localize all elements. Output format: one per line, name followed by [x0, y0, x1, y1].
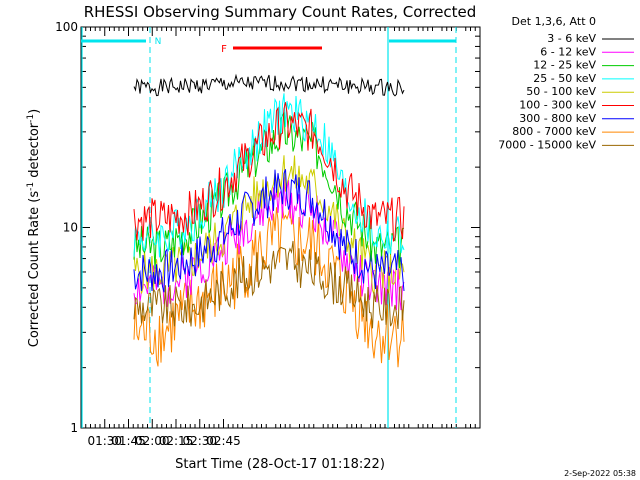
chart-ylabel: Corrected Count Rate (s-1 detector-1): [26, 109, 42, 347]
legend-label: 800 - 7000 keV: [512, 125, 596, 138]
series-line-4: [133, 155, 405, 295]
legend-label: 300 - 800 keV: [519, 112, 596, 125]
legend-label: 100 - 300 keV: [519, 99, 596, 112]
ylabel-sup2: -1: [26, 114, 36, 123]
chart-xlabel: Start Time (28-Oct-17 01:18:22): [175, 457, 385, 472]
series-line-7: [133, 206, 405, 368]
night-label: N: [155, 37, 162, 47]
series-line-6: [133, 169, 405, 293]
series-line-5: [133, 102, 405, 242]
series-line-0: [133, 73, 405, 97]
ylabel-main: Corrected Count Rate (s: [27, 191, 42, 348]
x-tick-label: 01:30: [87, 434, 122, 448]
legend-title: Det 1,3,6, Att 0: [512, 15, 596, 28]
footer-date: 2-Sep-2022 05:38: [564, 469, 636, 478]
chart-title: RHESSI Observing Summary Count Rates, Co…: [84, 3, 477, 21]
x-tick-label: 02:00: [135, 434, 170, 448]
flare-label: F: [221, 44, 227, 55]
series-line-2: [133, 112, 405, 269]
y-tick-label: 1: [70, 421, 78, 435]
legend-label: 7000 - 15000 keV: [498, 138, 596, 151]
y-tick-label: 10: [63, 221, 78, 235]
legend-label: 50 - 100 keV: [526, 85, 596, 98]
x-tick-label: 01:45: [111, 434, 146, 448]
legend-label: 25 - 50 keV: [533, 72, 596, 85]
ylabel-sup1: -1: [26, 182, 36, 191]
legend-label: 12 - 25 keV: [533, 59, 596, 72]
series-line-3: [133, 93, 405, 258]
y-tick-label: 100: [55, 20, 78, 34]
ylabel-mid: detector: [27, 122, 42, 182]
series-line-8: [133, 240, 405, 330]
ylabel-end: ): [27, 109, 42, 114]
x-tick-label: 02:15: [159, 434, 194, 448]
x-tick-label: 02:30: [182, 434, 217, 448]
legend-label: 6 - 12 keV: [540, 45, 596, 58]
legend-label: 3 - 6 keV: [547, 32, 596, 45]
x-tick-label: 02:45: [206, 434, 241, 448]
